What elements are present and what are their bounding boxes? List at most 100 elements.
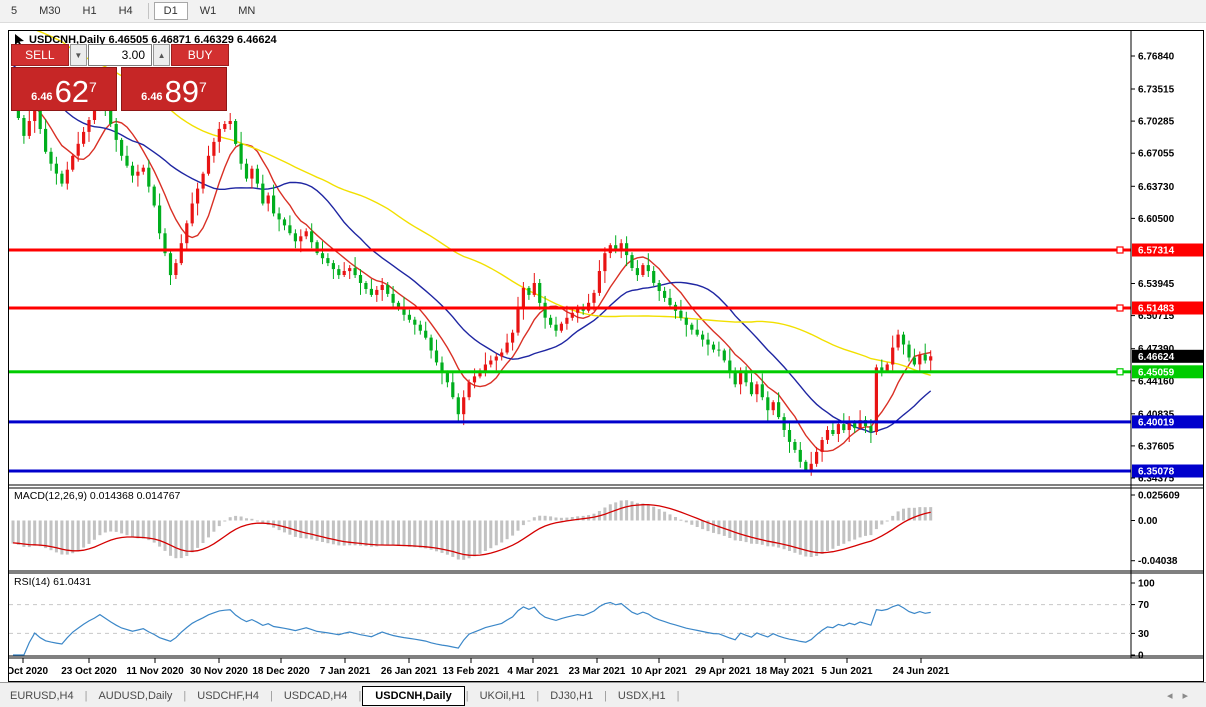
svg-text:5 Oct 2020: 5 Oct 2020 bbox=[9, 666, 48, 677]
macd-panel bbox=[11, 500, 933, 560]
rsi-line bbox=[13, 601, 931, 656]
sell-button[interactable]: SELL bbox=[11, 44, 69, 66]
svg-text:6.44160: 6.44160 bbox=[1138, 376, 1175, 387]
chart-tab-audusd[interactable]: AUDUSD,Daily bbox=[98, 689, 173, 702]
timeframe-button-m30[interactable]: M30 bbox=[39, 5, 61, 17]
chart-window: 6.76840 6.73515 6.70285 6.67055 6.63730 6.605… bbox=[8, 30, 1204, 682]
timeframe-toolbar: 5 M30 H1 H4 D1 W1 MN bbox=[0, 0, 1206, 23]
svg-text:23 Mar 2021: 23 Mar 2021 bbox=[569, 666, 626, 677]
chart-tab-bar: EURUSD,H4 | AUDUSD,Daily | USDCHF,H4 | USDCAD,… bbox=[0, 682, 1206, 707]
svg-text:6.57314: 6.57314 bbox=[1138, 246, 1175, 257]
svg-text:11 Nov 2020: 11 Nov 2020 bbox=[126, 666, 184, 677]
timeframe-button-d1[interactable]: D1 bbox=[153, 2, 188, 20]
price-axis-labels: 6.76840 6.73515 6.70285 6.67055 6.63730 6.605… bbox=[1131, 52, 1203, 662]
tab-separator: | bbox=[358, 689, 362, 702]
sell-price-prefix: 6.46 bbox=[31, 91, 53, 103]
svg-text:6.40019: 6.40019 bbox=[1138, 417, 1175, 428]
buy-button[interactable]: BUY bbox=[171, 44, 229, 66]
chart-title: USDCNH,Daily 6.46505 6.46871 6.46329 6.4… bbox=[29, 34, 277, 46]
timeframe-button-5[interactable]: 5 bbox=[11, 5, 18, 17]
svg-text:13 Feb 2021: 13 Feb 2021 bbox=[443, 666, 500, 677]
sell-price-sup: 7 bbox=[89, 79, 97, 95]
level-handle[interactable] bbox=[1116, 246, 1124, 254]
buy-price-panel[interactable]: 6.46 89 7 bbox=[121, 67, 227, 111]
svg-text:6.63730: 6.63730 bbox=[1138, 182, 1175, 193]
svg-text:6.35078: 6.35078 bbox=[1138, 467, 1175, 478]
volume-decrease-button[interactable]: ▼ bbox=[69, 44, 87, 66]
tab-separator: | bbox=[465, 689, 469, 702]
timeframe-button-h4[interactable]: H4 bbox=[118, 5, 133, 17]
rsi-panel bbox=[13, 601, 931, 656]
timeframe-button-h1[interactable]: H1 bbox=[82, 5, 97, 17]
timeframe-button-mn[interactable]: MN bbox=[238, 5, 256, 17]
candles-layer bbox=[11, 85, 933, 476]
svg-text:6.70285: 6.70285 bbox=[1138, 117, 1175, 128]
svg-text:29 Apr 2021: 29 Apr 2021 bbox=[695, 666, 751, 677]
level-handle[interactable] bbox=[1116, 368, 1124, 376]
svg-text:6.51483: 6.51483 bbox=[1138, 304, 1175, 315]
svg-text:6.40835: 6.40835 bbox=[1138, 409, 1175, 420]
svg-text:30 Nov 2020: 30 Nov 2020 bbox=[190, 666, 248, 677]
buy-price-sup: 7 bbox=[199, 79, 207, 95]
svg-text:6.67055: 6.67055 bbox=[1138, 149, 1175, 160]
date-axis: 5 Oct 2020 23 Oct 2020 11 Nov 2020 30 Nov 2… bbox=[9, 658, 950, 677]
buy-price-prefix: 6.46 bbox=[141, 91, 163, 103]
svg-text:0.025609: 0.025609 bbox=[1138, 491, 1180, 502]
svg-text:7 Jan 2021: 7 Jan 2021 bbox=[320, 666, 371, 677]
svg-text:6.76840: 6.76840 bbox=[1138, 52, 1175, 63]
level-handle[interactable] bbox=[1116, 304, 1124, 312]
buy-price-big: 89 bbox=[164, 74, 200, 109]
tab-separator: | bbox=[270, 689, 273, 702]
ma-21-line bbox=[12, 64, 932, 434]
chart-tab-ukoil[interactable]: UKOil,H1 bbox=[479, 689, 526, 702]
svg-text:6.50715: 6.50715 bbox=[1138, 311, 1175, 322]
chart-tab-usdcad[interactable]: USDCAD,H4 bbox=[283, 689, 348, 702]
price-chart[interactable]: 6.76840 6.73515 6.70285 6.67055 6.63730 6.605… bbox=[9, 31, 1203, 681]
tab-separator: | bbox=[676, 689, 680, 702]
svg-text:10 Apr 2021: 10 Apr 2021 bbox=[631, 666, 687, 677]
svg-text:6.34375: 6.34375 bbox=[1138, 474, 1175, 485]
cursor-icon bbox=[13, 33, 27, 52]
ma-8-line bbox=[12, 87, 931, 452]
svg-text:18 Dec 2020: 18 Dec 2020 bbox=[252, 666, 310, 677]
one-click-trade-panel: SELL ▼ ▲ BUY 6.46 62 7 6.46 89 7 bbox=[11, 44, 229, 111]
svg-text:6.37605: 6.37605 bbox=[1138, 441, 1175, 452]
svg-text:30: 30 bbox=[1138, 629, 1150, 640]
volume-increase-button[interactable]: ▲ bbox=[153, 44, 171, 66]
chart-tab-dj30[interactable]: DJ30,H1 bbox=[550, 689, 594, 702]
svg-text:4 Mar 2021: 4 Mar 2021 bbox=[507, 666, 559, 677]
tab-separator: | bbox=[536, 689, 540, 702]
macd-signal-line bbox=[12, 504, 931, 557]
macd-indicator-label: MACD(12,26,9) 0.014368 0.014767 bbox=[14, 490, 181, 502]
chart-tab-usdx[interactable]: USDX,H1 bbox=[617, 689, 666, 702]
tab-separator: | bbox=[84, 689, 88, 702]
rsi-indicator-label: RSI(14) 61.0431 bbox=[14, 576, 92, 588]
svg-text:6.46624: 6.46624 bbox=[1138, 352, 1175, 363]
svg-text:5 Jun 2021: 5 Jun 2021 bbox=[821, 666, 873, 677]
svg-text:-0.04038: -0.04038 bbox=[1138, 556, 1178, 567]
svg-text:18 May 2021: 18 May 2021 bbox=[756, 666, 815, 677]
svg-text:70: 70 bbox=[1138, 600, 1150, 611]
tab-scroll-arrows[interactable]: ◂▸ bbox=[1166, 690, 1198, 702]
svg-text:6.45059: 6.45059 bbox=[1138, 367, 1175, 378]
volume-input[interactable] bbox=[88, 44, 152, 66]
tab-separator: | bbox=[183, 689, 187, 702]
sell-price-panel[interactable]: 6.46 62 7 bbox=[11, 67, 117, 111]
chart-tab-usdcnh[interactable]: USDCNH,Daily bbox=[362, 685, 465, 706]
chart-tab-eurusd[interactable]: EURUSD,H4 bbox=[10, 689, 74, 702]
svg-text:6.73515: 6.73515 bbox=[1138, 85, 1175, 96]
svg-text:23 Oct 2020: 23 Oct 2020 bbox=[61, 666, 117, 677]
svg-text:0.00: 0.00 bbox=[1138, 516, 1158, 527]
toolbar-separator bbox=[147, 3, 149, 19]
chart-tab-usdchf[interactable]: USDCHF,H4 bbox=[197, 689, 259, 702]
svg-text:24 Jun 2021: 24 Jun 2021 bbox=[893, 666, 950, 677]
level-lines[interactable] bbox=[9, 246, 1131, 473]
svg-text:26 Jan 2021: 26 Jan 2021 bbox=[381, 666, 438, 677]
svg-text:6.60500: 6.60500 bbox=[1138, 214, 1175, 225]
sell-price-big: 62 bbox=[54, 74, 90, 109]
svg-text:6.47390: 6.47390 bbox=[1138, 344, 1175, 355]
timeframe-button-w1[interactable]: W1 bbox=[199, 5, 217, 17]
tab-separator: | bbox=[604, 689, 607, 702]
svg-text:0: 0 bbox=[1138, 651, 1144, 662]
